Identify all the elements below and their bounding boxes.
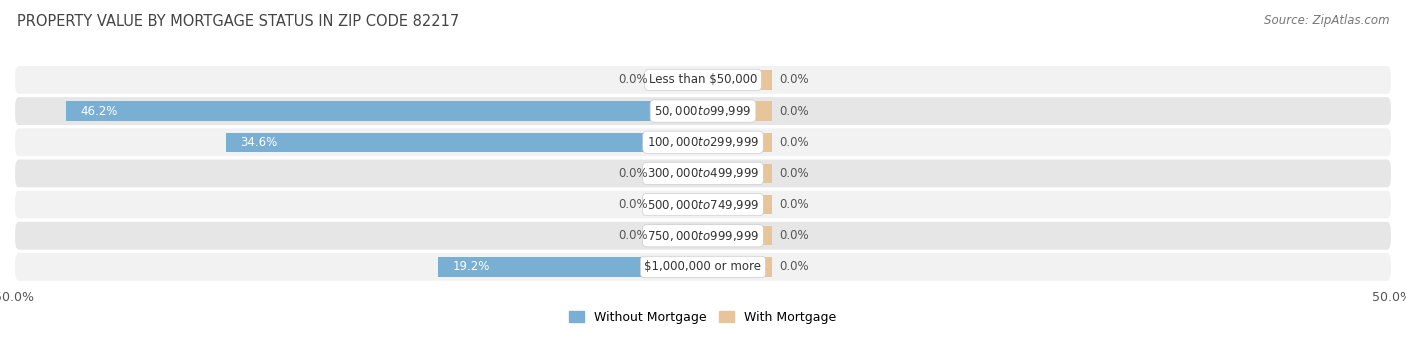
Text: 0.0%: 0.0% <box>779 105 808 118</box>
Text: $100,000 to $299,999: $100,000 to $299,999 <box>647 135 759 149</box>
Bar <box>703 257 772 276</box>
Text: 0.0%: 0.0% <box>779 198 808 211</box>
Bar <box>703 195 772 214</box>
Text: 0.0%: 0.0% <box>779 260 808 273</box>
FancyBboxPatch shape <box>14 190 1392 220</box>
Text: 0.0%: 0.0% <box>779 229 808 242</box>
FancyBboxPatch shape <box>14 96 1392 126</box>
Text: 0.0%: 0.0% <box>619 229 648 242</box>
Bar <box>703 70 772 89</box>
Text: 0.0%: 0.0% <box>779 167 808 180</box>
Text: $500,000 to $749,999: $500,000 to $749,999 <box>647 198 759 211</box>
Text: 0.0%: 0.0% <box>779 73 808 86</box>
Text: $300,000 to $499,999: $300,000 to $499,999 <box>647 166 759 181</box>
FancyBboxPatch shape <box>14 158 1392 188</box>
Text: 0.0%: 0.0% <box>619 167 648 180</box>
Text: $50,000 to $99,999: $50,000 to $99,999 <box>654 104 752 118</box>
Bar <box>655 195 703 214</box>
Text: $750,000 to $999,999: $750,000 to $999,999 <box>647 229 759 243</box>
Bar <box>655 164 703 183</box>
Bar <box>703 133 772 152</box>
Bar <box>655 70 703 89</box>
FancyBboxPatch shape <box>14 127 1392 157</box>
Text: PROPERTY VALUE BY MORTGAGE STATUS IN ZIP CODE 82217: PROPERTY VALUE BY MORTGAGE STATUS IN ZIP… <box>17 14 460 29</box>
FancyBboxPatch shape <box>14 221 1392 251</box>
Text: 0.0%: 0.0% <box>619 73 648 86</box>
Text: 34.6%: 34.6% <box>240 136 277 149</box>
Bar <box>439 257 703 276</box>
Bar <box>226 133 703 152</box>
Text: Source: ZipAtlas.com: Source: ZipAtlas.com <box>1264 14 1389 27</box>
Bar <box>703 101 772 121</box>
Text: Less than $50,000: Less than $50,000 <box>648 73 758 86</box>
Text: 0.0%: 0.0% <box>779 136 808 149</box>
Text: $1,000,000 or more: $1,000,000 or more <box>644 260 762 273</box>
Bar <box>655 226 703 245</box>
Text: 0.0%: 0.0% <box>619 198 648 211</box>
Text: 19.2%: 19.2% <box>453 260 489 273</box>
FancyBboxPatch shape <box>14 65 1392 95</box>
Bar <box>703 226 772 245</box>
FancyBboxPatch shape <box>14 252 1392 282</box>
Legend: Without Mortgage, With Mortgage: Without Mortgage, With Mortgage <box>564 306 842 329</box>
Bar <box>66 101 703 121</box>
Bar <box>703 164 772 183</box>
Text: 46.2%: 46.2% <box>80 105 118 118</box>
